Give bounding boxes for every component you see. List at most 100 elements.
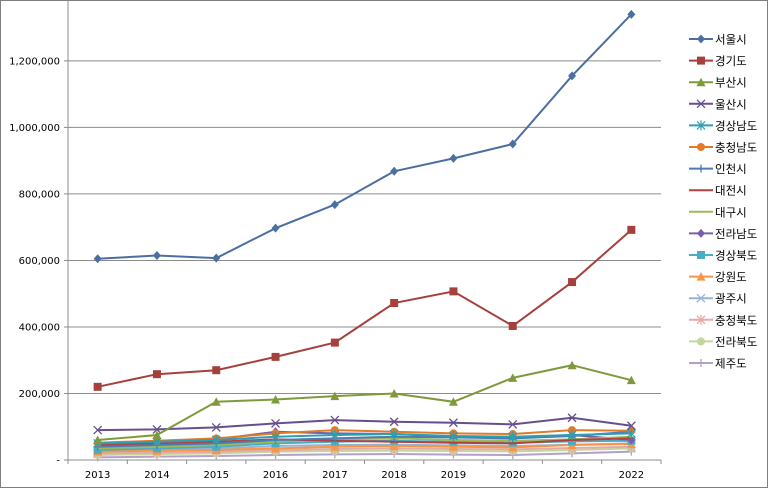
legend-label: 부산시: [715, 76, 747, 90]
data-point: [271, 394, 281, 404]
data-point: [508, 431, 518, 442]
y-tick-label: 1,000,000: [9, 123, 60, 134]
series-line: [97, 443, 632, 453]
data-point: [448, 442, 458, 451]
data-point: [330, 430, 340, 441]
data-point: [271, 223, 280, 233]
data-point: [508, 419, 518, 429]
data-point: [390, 299, 399, 308]
legend-label: 전라남도: [715, 227, 757, 241]
legend-item: 대구시: [689, 205, 747, 219]
legend-marker: [697, 337, 705, 346]
legend-item: 부산시: [689, 76, 747, 90]
legend-item: 인천시: [689, 162, 747, 176]
data-point: [627, 225, 636, 234]
data-point: [389, 388, 399, 398]
legend-label: 광주시: [715, 292, 747, 306]
data-point: [626, 375, 636, 385]
data-point: [449, 287, 458, 296]
legend-label: 강원도: [715, 270, 747, 284]
series-line: [97, 445, 632, 455]
legend-label: 울산시: [715, 97, 747, 111]
axes: [64, 1, 662, 464]
series-5: [93, 428, 636, 449]
data-point: [93, 425, 103, 435]
legend-item: 서울시: [689, 33, 747, 47]
x-tick-label: 2017: [322, 470, 347, 481]
data-point: [330, 442, 340, 451]
legend-marker: [696, 314, 706, 325]
series-line: [97, 450, 632, 459]
x-tick-label: 2019: [441, 470, 466, 481]
legend-marker: [696, 272, 706, 281]
x-tick-label: 2021: [559, 470, 584, 481]
data-point: [212, 366, 221, 375]
data-point: [93, 435, 103, 445]
data-point: [271, 352, 280, 361]
data-point: [568, 437, 577, 446]
legend-label: 충청남도: [715, 141, 757, 155]
legend-marker: [696, 77, 706, 87]
data-point: [152, 424, 162, 434]
data-point: [93, 254, 102, 264]
data-point: [508, 139, 517, 149]
series-line: [97, 13, 633, 260]
series-line: [97, 437, 632, 447]
legend-marker: [696, 120, 706, 131]
data-point: [211, 435, 221, 446]
legend-item: 광주시: [689, 292, 747, 306]
data-point: [212, 253, 221, 263]
x-axis-tick-labels: 2013 2014 2015 2016 2017 2018 2019 2020 2021 2022: [85, 470, 644, 481]
data-point: [330, 415, 340, 425]
data-point: [330, 391, 340, 401]
data-point: [211, 422, 221, 432]
legend-marker: [696, 293, 706, 303]
data-point: [211, 397, 221, 406]
legend-item: 충청남도: [689, 141, 757, 155]
data-point: [508, 373, 518, 382]
data-point: [271, 418, 281, 428]
series-2: [93, 225, 636, 391]
series-line: [97, 416, 632, 432]
legend-marker: [697, 359, 705, 367]
legend-label: 제주도: [715, 357, 747, 371]
series-4: [93, 413, 636, 435]
legend-label: 경기도: [715, 54, 747, 68]
data-point: [93, 382, 102, 391]
legend-item: 충청북도: [689, 313, 757, 327]
legend-item: 대전시: [689, 184, 747, 198]
series-line: [97, 229, 633, 388]
data-point: [389, 417, 399, 427]
data-point: [152, 430, 162, 440]
x-tick-label: 2014: [144, 470, 169, 481]
legend-label: 전라북도: [715, 335, 757, 349]
legend-item: 제주도: [689, 357, 747, 371]
legend: 서울시경기도부산시울산시경상남도충청남도인천시대전시대구시전라남도경상북도강원도…: [689, 33, 757, 371]
data-point: [389, 429, 399, 440]
x-tick-label: 2016: [263, 470, 288, 481]
data-point: [448, 418, 458, 428]
legend-label: 경상남도: [715, 119, 757, 133]
legend-marker: [697, 143, 705, 151]
legend-marker: [696, 99, 706, 109]
data-point: [330, 338, 339, 347]
legend-item: 울산시: [689, 97, 747, 111]
x-tick-label: 2022: [619, 470, 644, 481]
series-line: [97, 429, 632, 444]
data-point: [389, 441, 399, 451]
y-tick-label: 800,000: [19, 189, 60, 200]
data-point: [271, 443, 281, 453]
series-1: [93, 9, 636, 264]
y-tick-label: 200,000: [19, 389, 60, 400]
data-point: [448, 397, 458, 406]
data-point: [567, 360, 577, 370]
legend-marker: [697, 251, 705, 259]
data-point: [449, 153, 458, 163]
legend-item: 경기도: [689, 54, 747, 68]
data-point: [330, 200, 339, 210]
legend-marker: [697, 228, 705, 238]
series-line: [97, 430, 632, 448]
data-point: [390, 166, 399, 176]
